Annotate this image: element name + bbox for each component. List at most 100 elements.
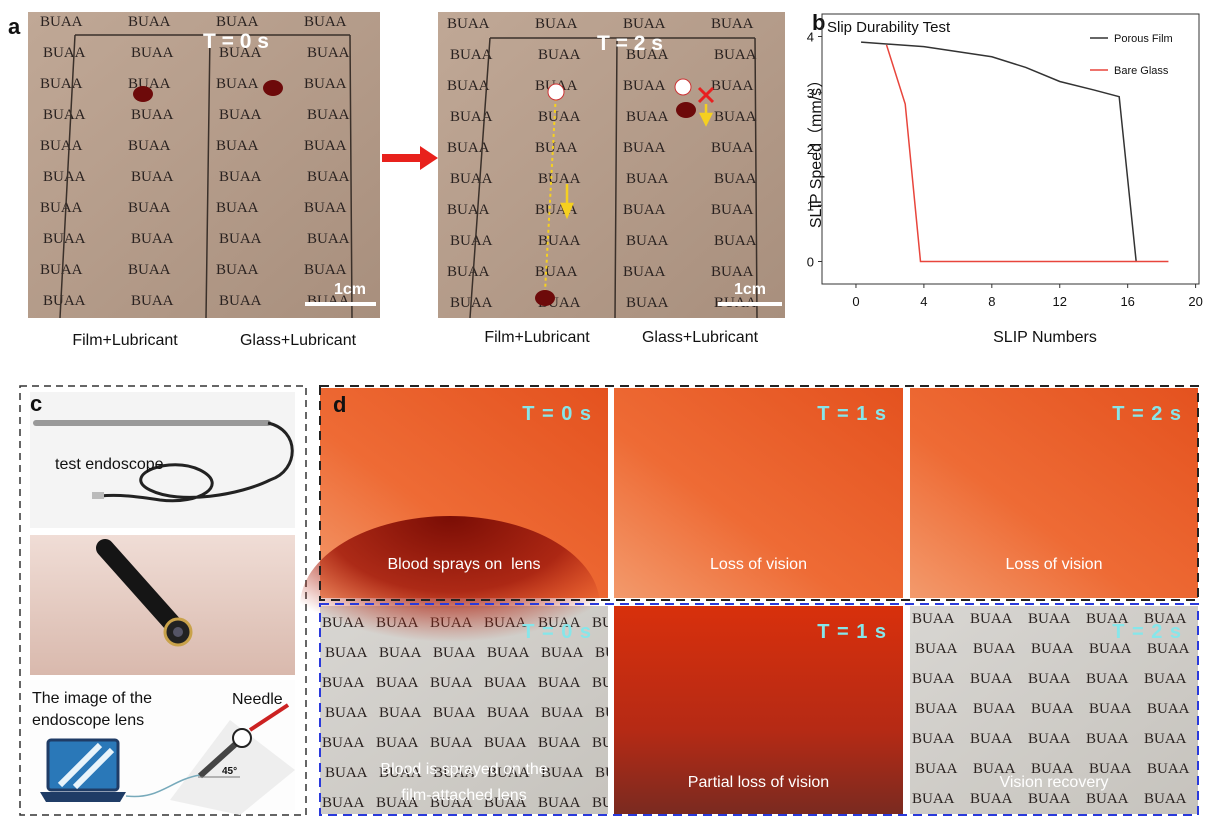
photo-text: BUAA: [973, 641, 1016, 657]
x-tick-label: 4: [920, 294, 927, 309]
photo-text: BUAA: [626, 171, 669, 187]
caption: Film+Lubricant: [484, 329, 590, 346]
photo-text: BUAA: [535, 264, 578, 280]
y-tick-label: 0: [807, 255, 814, 270]
caption: Glass+Lubricant: [240, 332, 357, 349]
lens: [173, 627, 183, 637]
photo-text: BUAA: [131, 293, 174, 309]
photo-text: BUAA: [714, 171, 757, 187]
time-label: T = 0 s: [203, 30, 269, 53]
photo-text: BUAA: [450, 109, 493, 125]
x-tick-label: 20: [1188, 294, 1202, 309]
y-tick-label: 4: [807, 30, 814, 45]
time-label: T = 2 s: [597, 32, 663, 55]
photo-text: BUAA: [131, 231, 174, 247]
photo-text: BUAA: [912, 731, 955, 747]
photo-text: BUAA: [219, 293, 262, 309]
photo-text: BUAA: [307, 107, 350, 123]
series-line: [887, 45, 1169, 262]
scale-label: 1cm: [334, 281, 366, 298]
time-label: T = 0 s: [522, 403, 592, 425]
panel-b: b Slip Durability Test SLIP Numbers SLIP…: [807, 10, 1203, 346]
y-tick-label: 1: [807, 198, 814, 213]
photo-text: BUAA: [623, 78, 666, 94]
caption: film-attached lens: [401, 787, 526, 804]
photo-text: BUAA: [325, 765, 368, 781]
photo-text: BUAA: [447, 78, 490, 94]
photo-text: BUAA: [538, 675, 581, 691]
photo-text: BUAA: [1086, 671, 1129, 687]
panel-label: d: [333, 392, 346, 417]
photo-text: BUAA: [450, 47, 493, 63]
photo-text: BUAA: [131, 107, 174, 123]
photo-text: BUAA: [40, 200, 83, 216]
photo-text: BUAA: [216, 262, 259, 278]
photo-text: BUAA: [304, 138, 347, 154]
photo-text: BUAA: [1028, 731, 1071, 747]
photo-text: BUAA: [1086, 791, 1129, 807]
photo-text: BUAA: [912, 611, 955, 627]
y-tick-label: 2: [807, 142, 814, 157]
photo-text: BUAA: [711, 140, 754, 156]
photo-text: BUAA: [322, 795, 365, 811]
caption: Loss of vision: [1006, 556, 1103, 573]
blood: [300, 516, 600, 696]
photo-text: BUAA: [912, 671, 955, 687]
scale-label: 1cm: [734, 281, 766, 298]
photo-text: BUAA: [626, 233, 669, 249]
photo-text: BUAA: [970, 611, 1013, 627]
photo-text: BUAA: [131, 169, 174, 185]
photo-text: BUAA: [1089, 641, 1132, 657]
photo-text: BUAA: [711, 16, 754, 32]
panel-label: a: [8, 14, 21, 39]
photo-text: BUAA: [970, 731, 1013, 747]
photo-text: BUAA: [487, 705, 530, 721]
photo-text: BUAA: [1028, 611, 1071, 627]
caption: Blood is sprayed on the: [380, 761, 547, 778]
photo-text: BUAA: [714, 47, 757, 63]
photo-text: BUAA: [714, 233, 757, 249]
photo-text: BUAA: [430, 735, 473, 751]
photo-text: BUAA: [538, 233, 581, 249]
legend-label: Porous Film: [1114, 33, 1173, 45]
photo-text: BUAA: [915, 761, 958, 777]
photo-text: BUAA: [623, 16, 666, 32]
photo-text: BUAA: [43, 293, 86, 309]
photo-text: BUAA: [447, 16, 490, 32]
photo-text: BUAA: [128, 200, 171, 216]
photo-text: BUAA: [307, 231, 350, 247]
photo-text: BUAA: [970, 791, 1013, 807]
photo-text: BUAA: [40, 76, 83, 92]
x-tick-label: 16: [1120, 294, 1134, 309]
plug: [92, 492, 104, 499]
photo-text: BUAA: [40, 262, 83, 278]
needle-label: Needle: [232, 691, 283, 708]
photo-text: BUAA: [216, 14, 259, 30]
photo-text: BUAA: [626, 109, 669, 125]
plot-frame: [822, 14, 1199, 284]
photo-text: BUAA: [1028, 791, 1071, 807]
photo-text: BUAA: [322, 675, 365, 691]
photo-text: BUAA: [623, 202, 666, 218]
photo-text: BUAA: [219, 107, 262, 123]
photo-text: BUAA: [623, 140, 666, 156]
photo-text: BUAA: [447, 202, 490, 218]
photo-text: BUAA: [307, 45, 350, 61]
arrow: [382, 146, 438, 170]
caption: Blood sprays on lens: [388, 556, 541, 573]
photo-text: BUAA: [538, 109, 581, 125]
droplet: [133, 86, 153, 102]
time-label: T = 2 s: [1112, 621, 1182, 643]
photo-text: BUAA: [216, 200, 259, 216]
photo-text: BUAA: [973, 701, 1016, 717]
caption: Partial loss of vision: [688, 774, 829, 791]
photo-text: BUAA: [1147, 701, 1190, 717]
photo-text: BUAA: [216, 76, 259, 92]
photo-text: BUAA: [1089, 701, 1132, 717]
photo-text: BUAA: [1144, 791, 1187, 807]
photo-text: BUAA: [304, 14, 347, 30]
photo-text: BUAA: [219, 169, 262, 185]
photo-text: BUAA: [216, 138, 259, 154]
chart-title: Slip Durability Test: [827, 19, 951, 36]
photo-text: BUAA: [538, 795, 581, 811]
